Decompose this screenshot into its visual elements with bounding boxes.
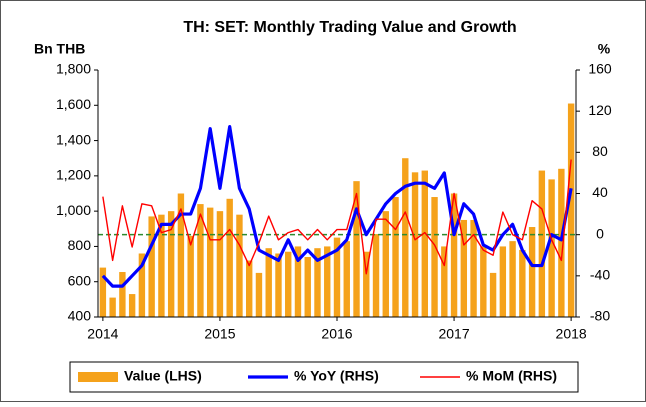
legend-box <box>69 361 579 393</box>
y-tick-label: 1,800 <box>56 61 91 77</box>
y2-tick-label: 160 <box>588 61 612 77</box>
y-tick-label: 1,000 <box>56 202 91 218</box>
bar <box>333 237 341 317</box>
bar <box>538 170 546 317</box>
bar <box>460 219 468 317</box>
legend-label: Value (LHS) <box>124 368 202 384</box>
bar <box>519 249 526 317</box>
bar <box>177 193 185 317</box>
bar <box>304 257 311 317</box>
y-axis-label: Bn THB <box>34 41 85 57</box>
bar <box>567 103 575 318</box>
bar <box>158 214 165 317</box>
bar <box>285 251 292 317</box>
bar <box>392 197 399 317</box>
bar <box>314 248 321 317</box>
bar <box>528 227 536 317</box>
legend-label: % MoM (RHS) <box>466 368 557 384</box>
bar <box>206 207 214 317</box>
bar <box>255 272 263 317</box>
line-series <box>102 159 572 275</box>
y-tick-label: 1,400 <box>56 131 91 147</box>
bar <box>421 170 428 317</box>
bar <box>353 181 360 317</box>
bar <box>402 158 409 317</box>
bar <box>109 297 116 317</box>
bar <box>265 248 272 317</box>
x-tick-label: 2015 <box>204 326 235 342</box>
bar <box>431 197 438 317</box>
bar <box>363 251 370 317</box>
bar <box>509 241 516 317</box>
y-tick-label: 1,600 <box>56 96 91 112</box>
bar <box>382 211 389 317</box>
y2-tick-label: 0 <box>596 225 604 241</box>
bar <box>489 272 497 317</box>
x-tick-label: 2017 <box>438 326 469 342</box>
legend-swatch <box>78 372 118 382</box>
x-tick-label: 2016 <box>321 326 352 342</box>
x-tick-label: 2018 <box>556 326 587 342</box>
bar <box>216 211 224 317</box>
bar <box>294 246 302 317</box>
bar <box>450 193 458 317</box>
bar <box>148 216 155 317</box>
y-tick-label: 400 <box>68 308 92 324</box>
legend-label: % YoY (RHS) <box>294 368 379 384</box>
bar <box>324 246 331 317</box>
y-tick-label: 800 <box>68 237 92 253</box>
x-tick-label: 2014 <box>87 326 118 342</box>
bar <box>246 260 253 317</box>
line-series <box>101 125 573 288</box>
bar <box>441 246 448 317</box>
y2-tick-label: 40 <box>592 184 608 200</box>
bar <box>548 179 555 317</box>
bar <box>470 219 477 317</box>
bar <box>558 168 565 317</box>
bar <box>480 246 487 317</box>
bar <box>119 272 126 317</box>
bar <box>187 235 194 317</box>
bar <box>138 253 146 317</box>
y2-tick-label: -40 <box>590 267 610 283</box>
bar <box>226 198 233 317</box>
bar <box>99 267 107 317</box>
y2-tick-label: -80 <box>590 308 610 324</box>
bar <box>411 172 419 317</box>
y2-tick-label: 120 <box>588 102 612 118</box>
bar <box>167 211 175 317</box>
chart-title: TH: SET: Monthly Trading Value and Growt… <box>183 19 516 36</box>
bar <box>343 241 350 317</box>
bar <box>197 204 204 317</box>
bar <box>372 234 380 317</box>
y2-tick-label: 80 <box>592 143 608 159</box>
bar <box>236 214 243 317</box>
y2-axis-label: % <box>598 41 611 57</box>
bar <box>128 294 136 317</box>
bar <box>275 253 282 317</box>
bar <box>499 246 507 317</box>
y-tick-label: 600 <box>68 272 92 288</box>
y-tick-label: 1,200 <box>56 167 91 183</box>
